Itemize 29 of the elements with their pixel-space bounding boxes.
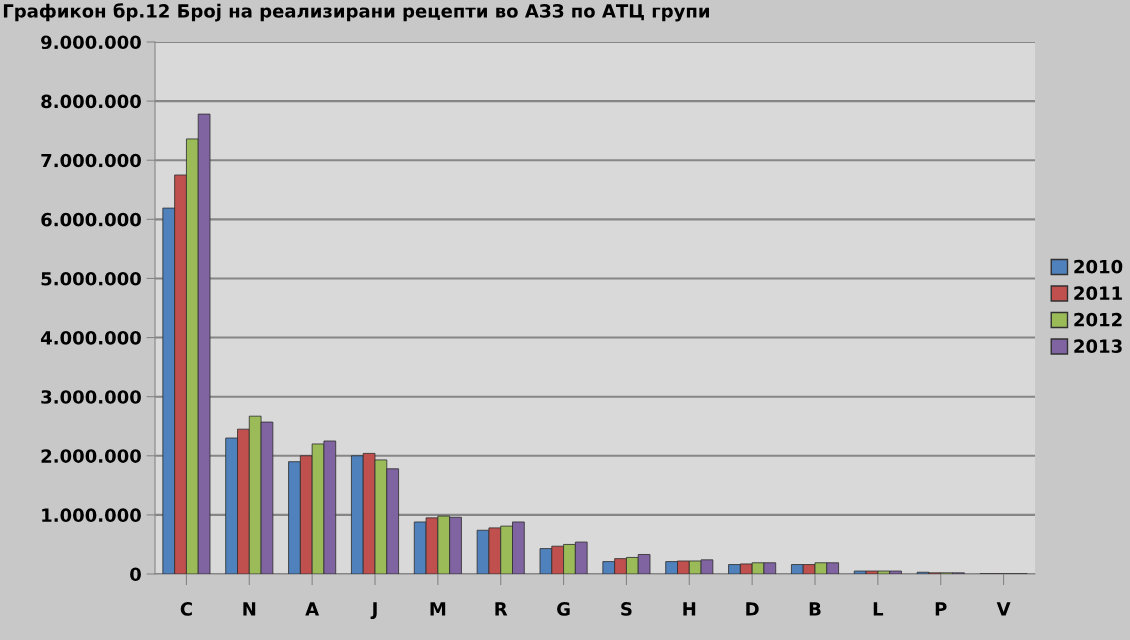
y-tick-label: 4.000.000 [40,331,141,345]
x-tick-label: D [746,602,759,616]
x-tick-label: M [430,602,446,616]
y-tick-label: 8.000.000 [41,94,141,109]
x-tick-label: R [495,602,508,616]
x-tick-label: H [683,602,696,616]
legend-label: 2013 [1074,339,1122,353]
x-tick-label: N [243,602,256,616]
legend-label: 2011 [1074,286,1122,300]
x-tick-label: L [873,602,884,616]
y-tick-label: 7.000.000 [41,153,141,168]
x-tick-label: J [370,602,377,620]
x-tick-label: V [996,602,1011,616]
x-tick-label: P [935,602,947,616]
x-tick-label: G [557,602,570,616]
y-tick-label: 9.000.000 [41,35,141,50]
x-tick-label: A [305,602,320,616]
y-tick-label: 6.000.000 [41,212,141,227]
x-tick-label: S [621,602,632,616]
legend-label: 2010 [1074,259,1123,274]
x-tick-label: C [180,602,192,616]
legend-label: 2012 [1074,312,1122,327]
x-tick-label: B [809,602,821,616]
y-tick-label: 3.000.000 [41,390,141,404]
y-tick-label: 2.000.000 [41,449,141,463]
y-tick-label: 1.000.000 [42,508,141,523]
chart-title: Графикон бр.12 Број на реализирани рецепти во АЗЗ по АТЦ групи [3,3,709,22]
y-tick-label: 5.000.000 [41,271,141,286]
y-tick-label: 0 [130,567,141,582]
